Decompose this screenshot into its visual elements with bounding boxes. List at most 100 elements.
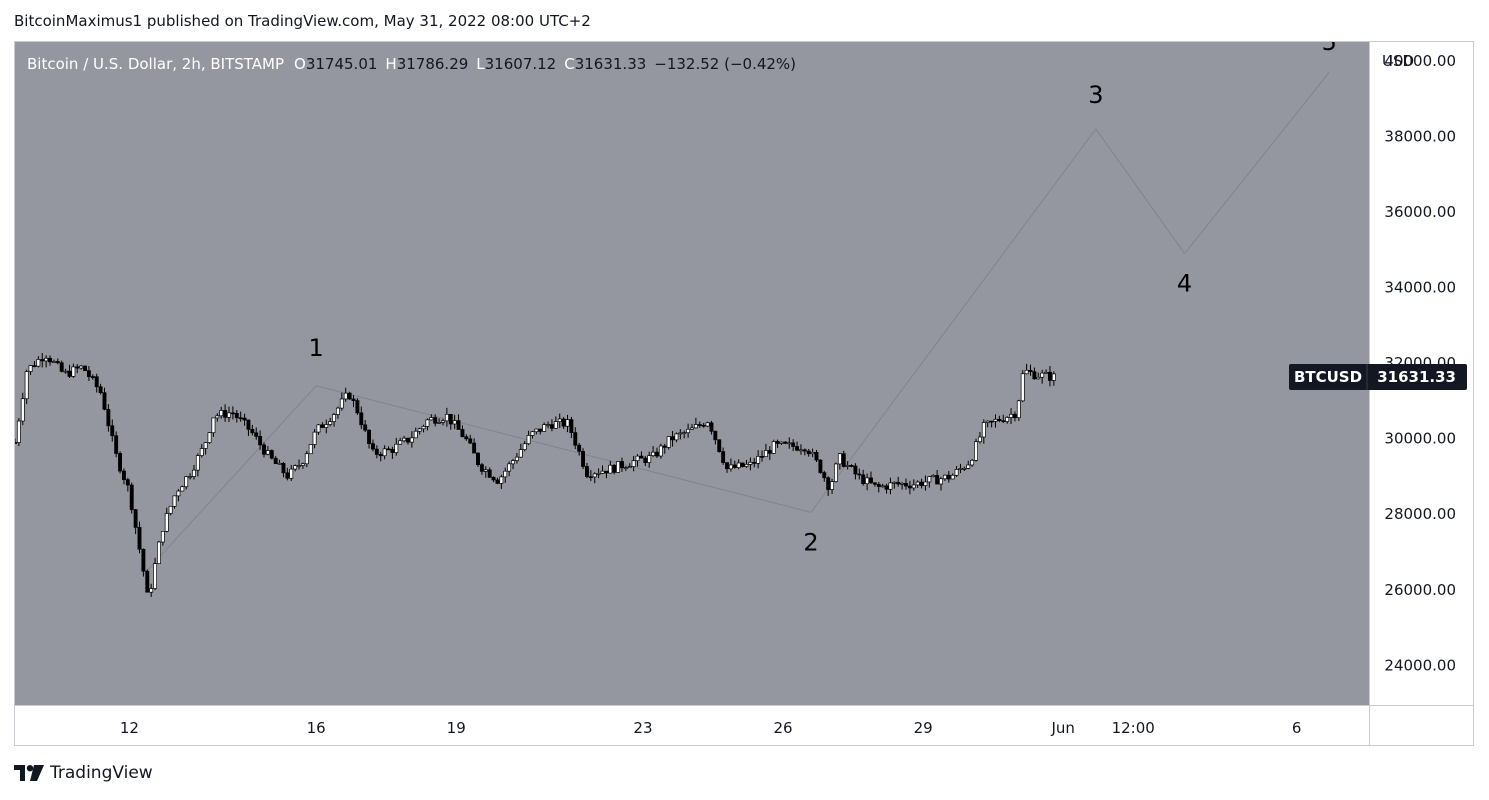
candle-body[interactable] (946, 474, 951, 480)
candle-body[interactable] (293, 465, 298, 470)
candle-body[interactable] (814, 452, 819, 461)
candle-body[interactable] (83, 365, 87, 372)
candle-body[interactable] (351, 398, 356, 401)
candle-body[interactable] (767, 450, 772, 454)
candle-body[interactable] (775, 441, 780, 444)
candle-body[interactable] (246, 419, 251, 430)
candle-body[interactable] (728, 464, 733, 470)
price-chart[interactable]: 24000.0026000.0028000.0030000.0032000.00… (15, 42, 1473, 745)
candle-body[interactable] (495, 479, 500, 484)
candle-body[interactable] (841, 453, 846, 467)
candle-body[interactable] (939, 478, 943, 485)
candle-body[interactable] (872, 482, 877, 485)
candle-body[interactable] (620, 461, 624, 469)
candle-body[interactable] (760, 455, 764, 458)
candle-body[interactable] (367, 429, 372, 445)
candle-body[interactable] (1016, 400, 1021, 419)
candle-body[interactable] (320, 424, 325, 428)
candle-body[interactable] (557, 418, 562, 422)
candle-body[interactable] (892, 481, 897, 484)
candle-body[interactable] (1012, 413, 1017, 419)
candle-body[interactable] (810, 452, 815, 455)
candle-body[interactable] (880, 485, 885, 488)
candle-body[interactable] (1048, 371, 1052, 381)
candle-body[interactable] (121, 470, 126, 481)
candle-body[interactable] (588, 476, 593, 479)
candle-body[interactable] (262, 444, 266, 455)
candle-body[interactable] (900, 482, 905, 485)
candle-body[interactable] (997, 418, 1002, 421)
candle-body[interactable] (1009, 413, 1013, 418)
candle-body[interactable] (919, 481, 924, 486)
candle-body[interactable] (553, 421, 558, 429)
candle-body[interactable] (993, 418, 998, 422)
candle-body[interactable] (736, 462, 741, 468)
candle-body[interactable] (281, 462, 286, 474)
candle-body[interactable] (48, 357, 52, 363)
candle-body[interactable] (631, 460, 636, 467)
candle-body[interactable] (289, 468, 294, 479)
plot-area[interactable] (15, 42, 1369, 705)
candle-body[interactable] (565, 419, 570, 427)
candle-body[interactable] (845, 465, 850, 467)
candle-body[interactable] (413, 430, 418, 439)
candle-body[interactable] (970, 459, 975, 466)
candle-body[interactable] (402, 437, 407, 442)
candle-body[interactable] (51, 361, 56, 363)
candle-body[interactable] (304, 453, 309, 465)
candle-body[interactable] (487, 469, 492, 478)
candle-body[interactable] (686, 428, 691, 434)
candle-body[interactable] (771, 441, 776, 454)
candle-body[interactable] (717, 439, 722, 452)
candle-body[interactable] (339, 398, 344, 409)
candle-body[interactable] (479, 464, 484, 472)
candle-body[interactable] (1036, 376, 1041, 380)
candle-body[interactable] (787, 442, 792, 445)
candle-body[interactable] (472, 442, 477, 454)
candle-body[interactable] (363, 424, 368, 431)
candle-body[interactable] (355, 400, 360, 414)
candle-body[interactable] (942, 474, 947, 480)
candle-body[interactable] (530, 431, 535, 436)
candle-body[interactable] (962, 467, 967, 470)
candle-body[interactable] (254, 432, 259, 437)
candle-body[interactable] (1005, 417, 1010, 422)
candle-body[interactable] (386, 448, 391, 451)
candle-body[interactable] (647, 455, 652, 463)
candle-body[interactable] (184, 476, 189, 488)
candle-body[interactable] (1032, 371, 1037, 380)
candle-body[interactable] (604, 470, 609, 474)
candle-body[interactable] (865, 477, 870, 485)
candle-body[interactable] (935, 475, 940, 485)
candle-body[interactable] (798, 449, 803, 452)
chart-area[interactable]: 24000.00 26000.00 28000.00 30000.00 32000.00… (14, 41, 1474, 746)
candle-body[interactable] (332, 414, 336, 422)
candle-body[interactable] (514, 456, 519, 461)
candle-body[interactable] (857, 473, 862, 476)
candle-body[interactable] (437, 422, 442, 424)
candle-body[interactable] (94, 376, 99, 388)
candle-body[interactable] (398, 440, 403, 445)
candle-body[interactable] (639, 455, 644, 459)
candle-body[interactable] (199, 448, 204, 456)
candle-body[interactable] (300, 463, 305, 466)
candle-body[interactable] (1020, 373, 1025, 402)
candle-body[interactable] (662, 445, 667, 448)
candle-body[interactable] (958, 468, 963, 470)
candle-body[interactable] (915, 481, 920, 486)
candle-body[interactable] (149, 588, 154, 593)
candle-body[interactable] (429, 417, 434, 421)
candle-body[interactable] (125, 479, 130, 486)
candle-body[interactable] (32, 365, 37, 367)
candle-body[interactable] (954, 469, 959, 476)
candle-body[interactable] (721, 451, 726, 463)
candle-body[interactable] (378, 454, 383, 457)
candle-body[interactable] (616, 461, 621, 473)
candle-body[interactable] (425, 419, 430, 427)
candle-body[interactable] (763, 450, 768, 458)
candle-body[interactable] (682, 432, 687, 435)
candle-body[interactable] (203, 442, 208, 449)
candle-body[interactable] (207, 432, 212, 443)
candle-body[interactable] (569, 419, 574, 433)
candle-body[interactable] (343, 392, 348, 400)
